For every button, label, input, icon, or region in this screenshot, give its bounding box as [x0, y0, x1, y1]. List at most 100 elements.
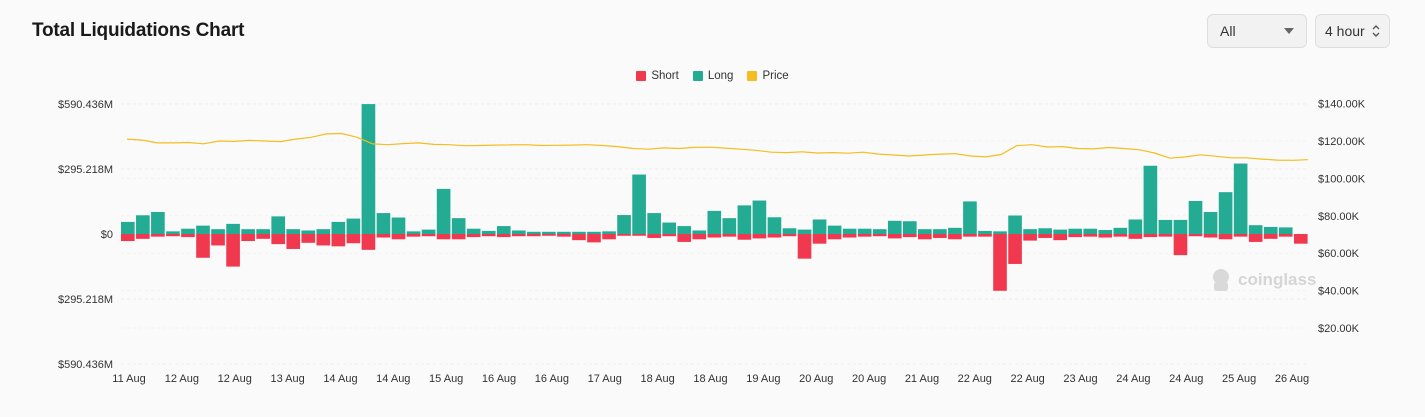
legend-item-short[interactable]: Short [636, 70, 679, 82]
long-bar [421, 229, 436, 234]
x-axis-tick-label: 26 Aug [1275, 373, 1309, 385]
x-axis-tick-label: 24 Aug [1169, 373, 1203, 385]
short-bar [1113, 234, 1128, 237]
long-bar [557, 231, 571, 234]
short-bar [316, 234, 331, 246]
long-bar [181, 228, 195, 234]
range-select[interactable]: All [1207, 14, 1307, 48]
short-bar [887, 234, 902, 239]
short-bar [632, 234, 646, 236]
legend-label-long: Long [707, 70, 734, 82]
long-bar [857, 228, 872, 234]
long-bar [542, 231, 556, 234]
legend-label-price: Price [762, 70, 789, 82]
x-axis-tick-label: 22 Aug [1011, 373, 1045, 385]
x-axis-tick-label: 17 Aug [588, 373, 622, 385]
long-bar [527, 231, 541, 234]
price-line [126, 132, 1309, 161]
x-axis-tick-label: 23 Aug [1063, 373, 1097, 385]
watermark-text: coinglass [1238, 270, 1316, 289]
long-bar [993, 231, 1007, 234]
short-bar [722, 234, 737, 237]
x-axis-tick-label: 25 Aug [1222, 373, 1256, 385]
long-bar [436, 188, 451, 234]
long-bar [331, 221, 346, 234]
long-bar [1008, 215, 1022, 234]
long-bar [1158, 219, 1173, 234]
coinglass-logo-icon [1213, 269, 1229, 291]
short-bar [857, 234, 872, 237]
right-axis-tick-label: $120.00K [1318, 136, 1366, 148]
long-bar [481, 230, 496, 234]
x-axis-tick-label: 16 Aug [535, 373, 569, 385]
x-axis-tick-label: 20 Aug [799, 373, 833, 385]
right-axis-tick-label: $140.00K [1318, 99, 1366, 111]
long-bar [301, 230, 316, 234]
short-bar [376, 234, 391, 238]
short-bar [1053, 234, 1067, 241]
short-bar [1263, 234, 1278, 239]
long-bar [256, 229, 270, 234]
x-axis-tick-label: 19 Aug [746, 373, 780, 385]
long-bar [617, 215, 631, 234]
short-bar [1038, 234, 1052, 238]
legend-swatch-short [636, 71, 647, 81]
long-bar [872, 229, 887, 234]
long-bar [121, 221, 135, 234]
short-bar [1083, 234, 1098, 237]
short-bar [241, 234, 255, 242]
long-bar [241, 229, 255, 234]
short-bar [331, 234, 346, 247]
right-axis-tick-label: $20.00K [1318, 323, 1360, 335]
legend-swatch-price [747, 71, 758, 81]
short-bar [421, 234, 436, 237]
short-bar [466, 234, 481, 238]
short-bar [902, 234, 917, 238]
right-axis-tick-label: $40.00K [1318, 286, 1360, 298]
long-bar [692, 230, 707, 234]
x-axis-tick-label: 14 Aug [376, 373, 410, 385]
long-bar [1263, 226, 1278, 234]
short-bar [361, 234, 376, 250]
long-bar [376, 213, 391, 234]
short-bar [1248, 234, 1263, 242]
long-bar [496, 226, 511, 234]
short-bar [812, 234, 827, 244]
interval-select[interactable]: 4 hour [1315, 14, 1390, 48]
x-axis-tick-label: 18 Aug [641, 373, 675, 385]
short-bar [948, 234, 962, 240]
long-bar [1053, 229, 1067, 234]
long-bar [752, 200, 767, 234]
short-bar [1218, 234, 1233, 240]
short-bar [481, 234, 496, 237]
long-bar [1218, 192, 1233, 234]
long-bar [226, 223, 240, 234]
short-bar [1128, 234, 1143, 239]
x-axis-tick-label: 12 Aug [165, 373, 199, 385]
x-axis-tick-label: 22 Aug [958, 373, 992, 385]
long-bar [1083, 228, 1098, 234]
short-bar [1188, 234, 1203, 237]
short-bar [436, 234, 451, 240]
short-bar [286, 234, 301, 249]
short-bar [271, 234, 286, 245]
legend-item-price[interactable]: Price [747, 70, 789, 82]
long-bar [406, 231, 421, 234]
long-bar [677, 226, 692, 234]
chevron-down-icon [1284, 15, 1294, 47]
right-axis-tick-label: $100.00K [1318, 173, 1366, 185]
short-bar [797, 234, 812, 259]
long-bar [722, 218, 737, 234]
short-bar [737, 234, 752, 240]
long-bar [1188, 200, 1203, 234]
short-bar [767, 234, 782, 238]
long-bar [466, 228, 481, 234]
legend-item-long[interactable]: Long [692, 70, 734, 82]
long-bar [887, 220, 902, 234]
range-select-value: All [1220, 23, 1236, 39]
short-bar [752, 234, 767, 239]
long-bar [1203, 211, 1218, 234]
short-bar [993, 234, 1007, 291]
short-bar [511, 234, 526, 237]
